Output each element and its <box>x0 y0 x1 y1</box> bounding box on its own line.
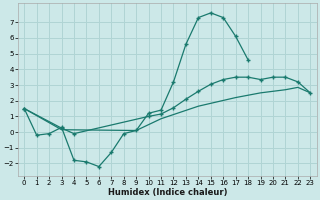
X-axis label: Humidex (Indice chaleur): Humidex (Indice chaleur) <box>108 188 227 197</box>
